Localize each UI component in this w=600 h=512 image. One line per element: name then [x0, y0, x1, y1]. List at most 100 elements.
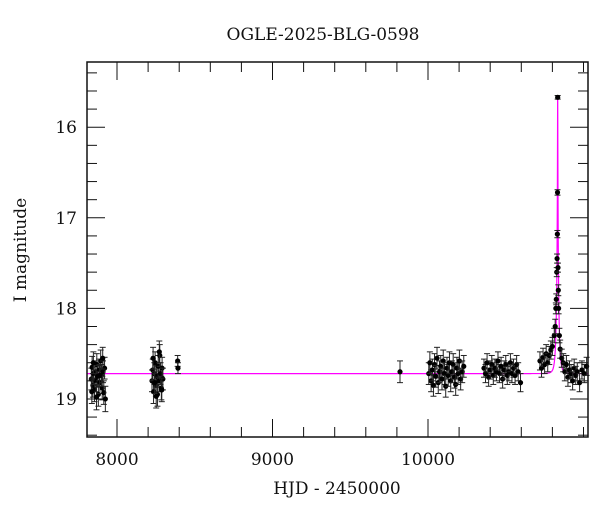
data-points-group — [88, 94, 590, 413]
x-tick-label: 10000 — [401, 450, 455, 470]
data-point — [158, 377, 165, 403]
data-point — [102, 385, 109, 413]
point-marker — [570, 378, 576, 384]
data-point — [99, 346, 106, 370]
data-point — [153, 383, 160, 409]
point-marker — [431, 361, 438, 368]
point-marker — [555, 94, 561, 100]
point-marker — [515, 369, 521, 375]
point-marker — [461, 363, 467, 369]
point-marker — [455, 370, 461, 377]
data-point — [455, 362, 462, 385]
data-point — [554, 262, 561, 273]
point-marker — [484, 360, 490, 366]
point-marker — [574, 369, 580, 375]
point-marker — [152, 380, 158, 386]
point-marker — [551, 332, 557, 339]
data-point — [494, 351, 501, 371]
y-tick-label: 17 — [55, 209, 77, 229]
data-point — [88, 379, 95, 404]
data-point — [563, 354, 570, 375]
data-point — [504, 365, 511, 385]
data-point — [554, 229, 561, 239]
point-marker — [482, 370, 489, 377]
point-marker — [175, 358, 181, 364]
model-curve-group — [87, 96, 588, 375]
data-point — [555, 302, 562, 315]
data-point — [460, 354, 467, 378]
point-marker — [554, 255, 560, 262]
point-marker — [495, 358, 501, 364]
point-marker — [160, 376, 166, 382]
point-marker — [427, 360, 433, 366]
point-marker — [538, 365, 545, 371]
data-point — [150, 346, 157, 370]
point-marker — [430, 382, 437, 388]
data-point — [569, 371, 576, 391]
data-point — [552, 318, 559, 335]
data-point — [156, 340, 163, 364]
point-marker — [102, 396, 108, 402]
point-marker — [581, 370, 587, 377]
point-marker — [517, 380, 524, 386]
point-marker — [89, 389, 95, 395]
data-point — [517, 373, 524, 393]
point-marker — [100, 355, 106, 361]
x-tick-label: 8000 — [95, 450, 138, 470]
data-point — [554, 94, 561, 100]
model-curve — [87, 96, 588, 375]
chart-title: OGLE-2025-BLG-0598 — [227, 25, 420, 45]
data-point — [90, 351, 97, 375]
point-marker — [90, 360, 96, 366]
point-marker — [503, 361, 509, 368]
y-tick-label: 19 — [55, 390, 77, 410]
data-point — [482, 364, 489, 384]
data-point — [440, 349, 447, 373]
point-marker — [489, 361, 495, 368]
data-point — [93, 383, 100, 411]
point-marker — [153, 393, 159, 399]
point-marker — [434, 355, 440, 361]
point-marker — [438, 363, 444, 369]
y-tick-label: 16 — [55, 118, 77, 138]
data-point — [430, 374, 437, 397]
point-marker — [156, 349, 162, 355]
data-point — [555, 284, 562, 297]
point-marker — [563, 361, 569, 368]
point-marker — [397, 369, 403, 375]
point-marker — [556, 332, 562, 339]
data-point — [576, 373, 583, 393]
point-marker — [512, 372, 518, 379]
data-point — [174, 362, 181, 375]
point-marker — [429, 367, 435, 373]
point-marker — [175, 365, 181, 371]
axis-ticks: 8000 9000 10000 16 17 18 19 — [55, 62, 588, 470]
point-marker — [554, 189, 561, 196]
data-point — [554, 189, 561, 196]
y-axis-label: I magnitude — [11, 198, 31, 302]
point-marker — [433, 373, 439, 379]
point-marker — [552, 323, 558, 330]
point-marker — [553, 296, 559, 302]
point-marker — [577, 380, 583, 386]
data-point — [151, 371, 158, 395]
point-marker — [450, 361, 456, 368]
point-marker — [555, 265, 561, 271]
point-marker — [555, 287, 561, 293]
data-point — [96, 364, 103, 387]
data-point — [554, 253, 561, 264]
data-point — [450, 353, 457, 376]
y-tick-label: 18 — [55, 299, 77, 319]
point-marker — [445, 372, 451, 379]
x-tick-label: 9000 — [251, 450, 294, 470]
point-marker — [150, 355, 156, 361]
data-point — [556, 327, 563, 344]
data-point — [434, 346, 441, 370]
data-point — [581, 364, 588, 384]
point-marker — [498, 363, 504, 369]
point-marker — [93, 394, 100, 400]
point-marker — [159, 387, 165, 393]
plot-frame — [86, 61, 589, 438]
point-marker — [152, 360, 158, 366]
